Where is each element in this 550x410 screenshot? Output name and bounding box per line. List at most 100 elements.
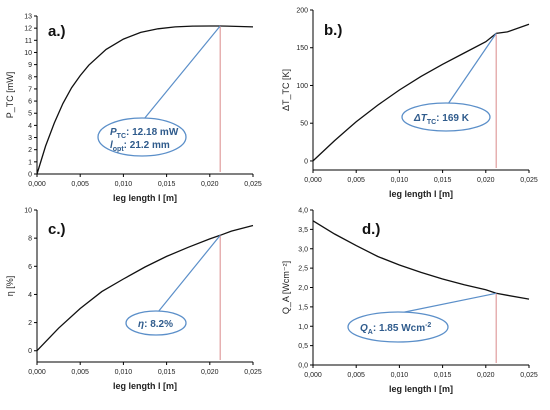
annotation-symbol: η bbox=[138, 319, 144, 330]
annotation-text: ΔTTC: 169 K bbox=[413, 113, 470, 126]
x-tick-label: 0,015 bbox=[434, 372, 452, 379]
y-tick-label: 3 bbox=[28, 135, 32, 142]
y-tick-label: 4 bbox=[28, 123, 32, 130]
y-tick-label: 3,5 bbox=[298, 227, 308, 234]
annotation-bubble bbox=[97, 117, 187, 157]
y-tick-label: 0 bbox=[304, 158, 308, 165]
y-tick-label: 200 bbox=[296, 8, 308, 15]
panel-a: 0,000 0,005 0,010 0,015 0,020 0,0250123456789… bbox=[5, 14, 262, 204]
x-tick-label: 0,015 bbox=[434, 177, 452, 184]
y-tick-label: 0,0 bbox=[298, 363, 308, 370]
annotation-text: η: 8.2% bbox=[138, 319, 173, 330]
y-tick-label: 7 bbox=[28, 86, 32, 93]
series-line bbox=[36, 224, 254, 352]
series-line bbox=[312, 220, 530, 300]
annotation-text-2: lopt: 21.2 mm bbox=[110, 140, 170, 153]
x-tick-label: 0,010 bbox=[391, 177, 409, 184]
annotation-pointer bbox=[143, 25, 221, 120]
panel-label: b.) bbox=[324, 22, 342, 39]
y-tick-label: 8 bbox=[28, 74, 32, 81]
annotation-value: : 169 K bbox=[436, 113, 470, 124]
x-tick-label: 0,025 bbox=[244, 181, 262, 188]
y-axis-label: ΔT_TC [K] bbox=[281, 69, 291, 111]
annotation-superscript: -2 bbox=[425, 322, 431, 329]
series-line bbox=[312, 23, 530, 162]
x-axis-label: leg length l [m] bbox=[389, 384, 453, 394]
x-tick-label: 0,005 bbox=[71, 369, 89, 376]
y-tick-label: 150 bbox=[296, 45, 308, 52]
panel-label: a.) bbox=[48, 23, 66, 40]
y-tick-label: 3,0 bbox=[298, 246, 308, 253]
y-tick-label: 8 bbox=[28, 236, 32, 243]
y-tick-label: 0 bbox=[28, 172, 32, 179]
x-tick-label: 0,000 bbox=[304, 177, 322, 184]
y-tick-label: 50 bbox=[300, 121, 308, 128]
y-tick-label: 4 bbox=[28, 292, 32, 299]
y-tick-label: 6 bbox=[28, 264, 32, 271]
x-tick-label: 0,005 bbox=[347, 372, 365, 379]
y-tick-label: 4,0 bbox=[298, 208, 308, 215]
y-tick-label: 6 bbox=[28, 99, 32, 106]
annotation-value: : 8.2% bbox=[144, 319, 173, 330]
y-axis-label: η [%] bbox=[5, 276, 15, 297]
annotation-symbol: P bbox=[110, 127, 117, 138]
annotation-bubble bbox=[125, 310, 187, 336]
x-tick-label: 0,020 bbox=[477, 372, 495, 379]
y-tick-label: 11 bbox=[25, 38, 32, 45]
y-tick-label: 10 bbox=[24, 50, 32, 57]
y-tick-label: 1,0 bbox=[298, 324, 308, 331]
x-tick-label: 0,025 bbox=[244, 369, 262, 376]
x-tick-label: 0,000 bbox=[28, 369, 46, 376]
y-axis-label: Q_A [Wcm⁻²] bbox=[281, 261, 291, 314]
series-line bbox=[36, 25, 254, 175]
panel-label: d.) bbox=[362, 221, 380, 238]
x-tick-label: 0,025 bbox=[520, 177, 538, 184]
annotation-subscript: TC bbox=[427, 119, 436, 126]
annotation-pointer bbox=[399, 292, 497, 314]
y-tick-label: 10 bbox=[24, 208, 32, 215]
x-tick-label: 0,020 bbox=[201, 369, 219, 376]
x-tick-label: 0,005 bbox=[71, 181, 89, 188]
annotation-symbol: ΔT bbox=[413, 113, 428, 124]
annotation-bubble bbox=[401, 102, 491, 132]
y-tick-label: 0,5 bbox=[298, 343, 308, 350]
x-tick-label: 0,000 bbox=[28, 181, 46, 188]
y-tick-label: 1 bbox=[28, 159, 32, 166]
y-tick-label: 2 bbox=[28, 320, 32, 327]
y-tick-label: 5 bbox=[28, 111, 32, 118]
y-tick-label: 100 bbox=[296, 83, 308, 90]
annotation-subscript: TC bbox=[117, 133, 126, 140]
x-tick-label: 0,010 bbox=[391, 372, 409, 379]
panel-b: 0,000 0,005 0,010 0,015 0,020 0,025 0 50 100 150 2… bbox=[281, 8, 538, 200]
y-tick-label: 2,0 bbox=[298, 285, 308, 292]
x-axis-label: leg length l [m] bbox=[389, 189, 453, 199]
y-tick-label: 0 bbox=[28, 348, 32, 355]
x-tick-label: 0,010 bbox=[115, 369, 133, 376]
x-tick-label: 0,020 bbox=[477, 177, 495, 184]
annotation-text: QA: 1.85 Wcm-2 bbox=[360, 322, 431, 336]
annotation-value: : 12.18 mW bbox=[126, 127, 179, 138]
annotation-pointer bbox=[157, 234, 221, 313]
x-axis-label: leg length l [m] bbox=[113, 381, 177, 391]
annotation-value: : 21.2 mm bbox=[124, 140, 170, 151]
annotation-symbol: Q bbox=[360, 323, 368, 334]
y-tick-label: 1,5 bbox=[298, 304, 308, 311]
x-tick-label: 0,015 bbox=[158, 181, 176, 188]
annotation-value: : 1.85 Wcm bbox=[373, 323, 425, 334]
annotation-pointer bbox=[447, 33, 497, 105]
y-tick-label: 2 bbox=[28, 147, 32, 154]
x-tick-label: 0,015 bbox=[158, 369, 176, 376]
annotation-bubble bbox=[347, 311, 449, 343]
panel-c: 0,000 0,005 0,010 0,015 0,020 0,025 0 2 4 6 8 10 η [… bbox=[5, 208, 262, 392]
annotation-subscript: A bbox=[368, 329, 373, 336]
x-tick-label: 0,005 bbox=[347, 177, 365, 184]
y-tick-label: 2,5 bbox=[298, 266, 308, 273]
panel-label: c.) bbox=[48, 221, 66, 238]
x-tick-label: 0,000 bbox=[304, 372, 322, 379]
y-axis-label: P_TC [mW] bbox=[5, 72, 15, 119]
x-tick-label: 0,025 bbox=[520, 372, 538, 379]
panel-d: 0,000 0,005 0,010 0,015 0,020 0,025 0,0 0,5 1,0 1… bbox=[281, 208, 538, 395]
x-tick-label: 0,020 bbox=[201, 181, 219, 188]
y-tick-label: 13 bbox=[24, 14, 32, 21]
